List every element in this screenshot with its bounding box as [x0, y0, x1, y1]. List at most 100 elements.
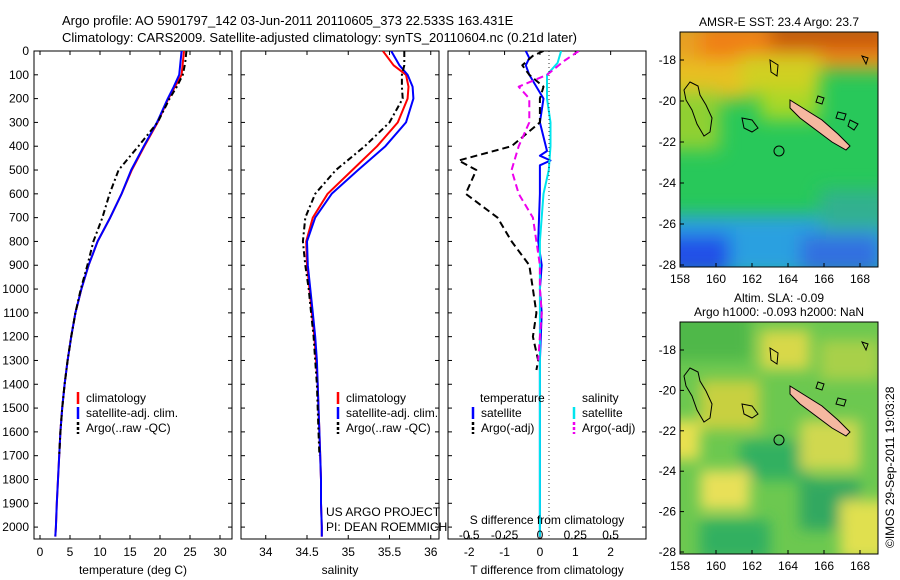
map-x-tick-label: 162 — [742, 559, 762, 573]
difference-series — [457, 51, 580, 537]
x-tick-label: 35 — [342, 545, 356, 559]
map-y-tick-label: -22 — [659, 424, 677, 438]
map-x-tick-label: 158 — [670, 559, 690, 573]
x-tick-label: 15 — [123, 545, 137, 559]
x-tick-label: 0 — [37, 545, 44, 559]
map-y-tick-label: -26 — [659, 217, 677, 231]
sst-map — [680, 32, 878, 267]
x-tick-label: 30 — [213, 545, 227, 559]
salinity-xlabel: salinity — [322, 563, 359, 577]
map-x-tick-label: 168 — [850, 559, 870, 573]
sst-map-title: AMSR-E SST: 23.4 Argo: 23.7 — [699, 15, 859, 29]
salinity-series — [301, 51, 415, 537]
map-y-tick-label: -18 — [659, 53, 677, 67]
salinity-x-axis: 34 34.5 35 35.5 36 — [259, 51, 438, 559]
s-diff-tick-label: 0 — [537, 528, 544, 542]
x-tick-label: 2 — [607, 545, 614, 559]
salinity-panel-frame — [240, 50, 440, 540]
legend-salinity-title: salinity — [582, 391, 619, 405]
s-diff-tick-label: 0.5 — [602, 528, 619, 542]
depth-tick-label: 200 — [9, 92, 29, 106]
temperature-xlabel: temperature (deg C) — [79, 563, 187, 577]
x-tick-label: 20 — [153, 545, 167, 559]
x-tick-label: 34 — [259, 545, 273, 559]
legend-temp-argo-label: Argo(-adj) — [481, 421, 534, 435]
map-x-tick-label: 160 — [706, 272, 726, 286]
depth-tick-label: 1900 — [2, 496, 29, 510]
difference-xlabel: T difference from climatology — [470, 563, 624, 577]
salinity-legend: climatology satellite-adj. clim. Argo(..… — [326, 391, 447, 534]
salinity-difference-ticks: -0.5 -0.25 0 0.25 0.5 — [459, 528, 619, 542]
map-x-tick-label: 164 — [778, 559, 798, 573]
legend-sal-satellite-label: satellite — [582, 406, 623, 420]
legend-satellite-label: satellite-adj. clim. — [86, 406, 178, 420]
legend-argo-label: Argo(..raw -QC) — [86, 421, 171, 435]
project-annotation: US ARGO PROJECT — [326, 505, 441, 519]
map-y-tick-label: -24 — [659, 464, 677, 478]
map-x-tick-label: 164 — [778, 272, 798, 286]
map-y-tick-label: -28 — [659, 545, 677, 559]
map-x-tick-label: 168 — [850, 272, 870, 286]
depth-tick-label: 900 — [9, 258, 29, 272]
map-y-tick-label: -20 — [659, 94, 677, 108]
sst-map-frame — [679, 31, 879, 268]
s-diff-tick-label: -0.5 — [459, 528, 480, 542]
figure-subtitle: Climatology: CARS2009. Satellite-adjuste… — [62, 30, 577, 45]
map-y-tick-label: -24 — [659, 176, 677, 190]
s-diff-tick-label: 0.25 — [564, 528, 588, 542]
map-y-tick-label: -18 — [659, 343, 677, 357]
depth-tick-label: 0 — [22, 44, 29, 58]
map-x-tick-label: 158 — [670, 272, 690, 286]
depth-tick-label: 700 — [9, 211, 29, 225]
sla-map — [680, 322, 878, 554]
map-y-tick-label: -22 — [659, 135, 677, 149]
map-y-tick-label: -28 — [659, 258, 677, 272]
legend-sal-argo-label: Argo(-adj) — [582, 421, 635, 435]
series-line-argo-raw-qc- — [301, 51, 406, 456]
series-line-satellite-adj-clim- — [54, 51, 183, 537]
sla-map-subtitle: Argo h1000: -0.093 h2000: NaN — [694, 305, 864, 319]
series-line-climatology — [54, 51, 185, 537]
x-tick-label: 5 — [67, 545, 74, 559]
depth-tick-label: 1600 — [2, 425, 29, 439]
depth-tick-label: 400 — [9, 139, 29, 153]
s-diff-tick-label: -0.25 — [491, 528, 519, 542]
depth-tick-label: 1800 — [2, 472, 29, 486]
map-y-tick-label: -26 — [659, 505, 677, 519]
sla-map-frame — [679, 321, 879, 555]
x-tick-label: 0 — [537, 545, 544, 559]
map-x-tick-label: 160 — [706, 559, 726, 573]
legend-temperature-title: temperature — [480, 391, 545, 405]
x-tick-label: 25 — [183, 545, 197, 559]
depth-tick-label: 1700 — [2, 449, 29, 463]
depth-tick-label: 2000 — [2, 520, 29, 534]
sla-map-title: Altim. SLA: -0.09 — [734, 291, 824, 305]
depth-tick-label: 1300 — [2, 353, 29, 367]
legend-argo-label: Argo(..raw -QC) — [346, 421, 431, 435]
map-x-tick-label: 166 — [814, 272, 834, 286]
x-tick-label: 1 — [572, 545, 579, 559]
legend-satellite-label: satellite-adj. clim. — [346, 406, 438, 420]
temperature-x-axis: 0 5 10 15 20 25 30 — [37, 51, 227, 559]
x-tick-label: 36 — [424, 545, 438, 559]
depth-tick-label: 100 — [9, 68, 29, 82]
map-y-tick-label: -20 — [659, 383, 677, 397]
series-line-salinity-argo-adj- — [510, 51, 580, 361]
depth-tick-label: 600 — [9, 187, 29, 201]
x-tick-label: -1 — [499, 545, 510, 559]
temperature-series — [54, 51, 188, 537]
x-tick-label: 10 — [93, 545, 107, 559]
difference-legend: temperature salinity satellite Argo(-adj… — [471, 391, 635, 435]
imos-timestamp: ©IMOS 29-Sep-2011 19:03:28 — [883, 386, 897, 548]
figure-title: Argo profile: AO 5901797_142 03-Jun-2011… — [62, 13, 514, 28]
legend-climatology-label: climatology — [346, 391, 406, 405]
x-tick-label: 34.5 — [295, 545, 319, 559]
series-line-salinity-satellite — [538, 51, 563, 537]
depth-tick-label: 1100 — [3, 306, 29, 320]
depth-tick-label: 1000 — [2, 282, 29, 296]
depth-tick-label: 1400 — [2, 377, 29, 391]
series-line-temperature-argo-adj- — [457, 51, 545, 371]
